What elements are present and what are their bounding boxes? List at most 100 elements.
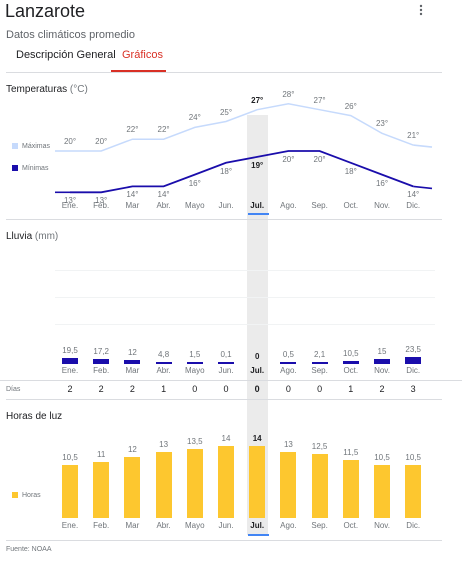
tabs-divider <box>6 72 442 73</box>
page-subtitle: Datos climáticos promedio <box>6 29 135 41</box>
rain-bar <box>374 359 390 364</box>
daylight-value: 13,5 <box>187 436 203 446</box>
rain-days-value: 2 <box>67 384 73 394</box>
rain-bar <box>186 361 203 364</box>
month-label: Oct. <box>343 366 359 375</box>
rain-days-value: 1 <box>161 384 167 394</box>
legend-max: Máximas <box>12 143 50 150</box>
rain-value: 1,5 <box>189 349 201 359</box>
daylight-bar <box>124 456 141 518</box>
rain-value: 0,1 <box>220 349 232 359</box>
daylight-bar <box>280 451 297 518</box>
daylight-value: 14 <box>221 434 231 444</box>
rain-days-value: 2 <box>129 384 135 394</box>
temperature-min-value: 13° <box>63 196 77 206</box>
temperature-max-value: 28° <box>282 89 295 99</box>
month-label: Ene. <box>61 201 79 210</box>
month-label: Abr. <box>156 201 171 210</box>
month-label: Nov. <box>374 521 390 530</box>
temperature-min-value: 14° <box>157 190 170 200</box>
rain-bar <box>405 356 422 364</box>
month-label: Jul. <box>250 366 265 375</box>
rain-value: 10,5 <box>343 348 359 358</box>
daylight-bar <box>186 448 203 518</box>
rain-gridline <box>55 297 435 298</box>
rain-bar <box>342 360 359 364</box>
temperature-title: Temperaturas (°C) <box>6 84 88 95</box>
days-divider <box>0 380 462 381</box>
daylight-bar <box>374 465 390 518</box>
temperature-title-text: Temperaturas <box>6 84 68 95</box>
month-label: Feb. <box>93 201 110 210</box>
daylight-value: 14 <box>252 434 262 444</box>
month-label: Abr. <box>156 521 171 530</box>
month-label: Jul. <box>250 201 265 210</box>
month-label: Abr. <box>156 366 171 375</box>
month-label: Oct. <box>343 201 359 210</box>
rain-bar <box>280 361 297 364</box>
temperature-max-value: 24° <box>188 113 201 123</box>
rain-days-value: 3 <box>410 384 416 394</box>
rain-bar <box>93 358 110 364</box>
month-label: Feb. <box>93 366 110 375</box>
month-label: Mar <box>125 521 140 530</box>
month-label: Ene. <box>61 521 79 530</box>
rain-days-value: 0 <box>317 384 323 394</box>
temperature-min-line <box>70 150 414 194</box>
month-label: Ago. <box>280 521 297 530</box>
selected-month-highlight <box>247 115 268 535</box>
daylight-bar <box>249 446 266 518</box>
month-label: Mayo <box>185 366 205 375</box>
month-label: Sep. <box>311 366 328 375</box>
section-divider <box>6 399 442 400</box>
month-label: Dic. <box>406 366 421 375</box>
section-divider <box>6 219 442 220</box>
section-divider <box>6 540 442 541</box>
temperature-max-value: 21° <box>407 131 420 141</box>
daylight-bar <box>62 465 78 518</box>
daylight-bar <box>93 462 110 518</box>
rain-days-value: 1 <box>348 384 354 394</box>
rain-days-value: 2 <box>379 384 385 394</box>
rain-bar <box>218 361 234 364</box>
temperature-max-value: 23° <box>375 119 389 129</box>
daylight-bar <box>155 451 172 518</box>
rain-days-value: 0 <box>285 384 291 394</box>
legend-max-label: Máximas <box>22 143 51 150</box>
month-label: Ene. <box>61 366 79 375</box>
month-label: Sep. <box>311 201 328 210</box>
temperature-min-value: 14° <box>407 190 420 200</box>
temperature-max-value: 27° <box>313 95 326 105</box>
daylight-value: 11 <box>97 450 106 460</box>
legend-min-label: Mínimas <box>22 165 49 172</box>
active-tab-indicator <box>111 70 166 72</box>
month-label: Mayo <box>185 201 205 210</box>
daylight-value: 10,5 <box>62 453 78 462</box>
daylight-value: 13 <box>283 439 293 449</box>
temperature-min-value: 16° <box>188 178 201 188</box>
daylight-value: 12 <box>127 444 137 454</box>
temperature-max-value: 26° <box>344 101 357 111</box>
temperature-min-line-end <box>413 185 433 190</box>
month-label: Mar <box>125 201 140 210</box>
rain-gridline <box>55 270 435 271</box>
temperature-min-value: 19° <box>251 160 264 170</box>
rain-value: 2,1 <box>314 349 326 359</box>
temperature-max-value: 20° <box>95 137 108 146</box>
temperature-max-value: 27° <box>251 95 264 105</box>
more-vert-icon[interactable] <box>414 3 428 17</box>
temperature-min-value: 18° <box>344 166 357 176</box>
daylight-bar <box>342 459 359 518</box>
rain-bar <box>155 361 172 364</box>
daylight-title: Horas de luz <box>6 411 63 422</box>
month-label: Mar <box>125 366 140 375</box>
daylight-value: 10,5 <box>374 453 390 462</box>
temperature-max-line <box>70 103 414 152</box>
temperature-min-value: 13° <box>95 196 108 206</box>
tab-general[interactable]: Descripción General <box>16 49 116 61</box>
tab-charts[interactable]: Gráficos <box>122 49 163 61</box>
month-label: Ago. <box>280 201 297 210</box>
daylight-value: 11,5 <box>343 447 359 457</box>
rain-value: 0 <box>254 352 260 361</box>
